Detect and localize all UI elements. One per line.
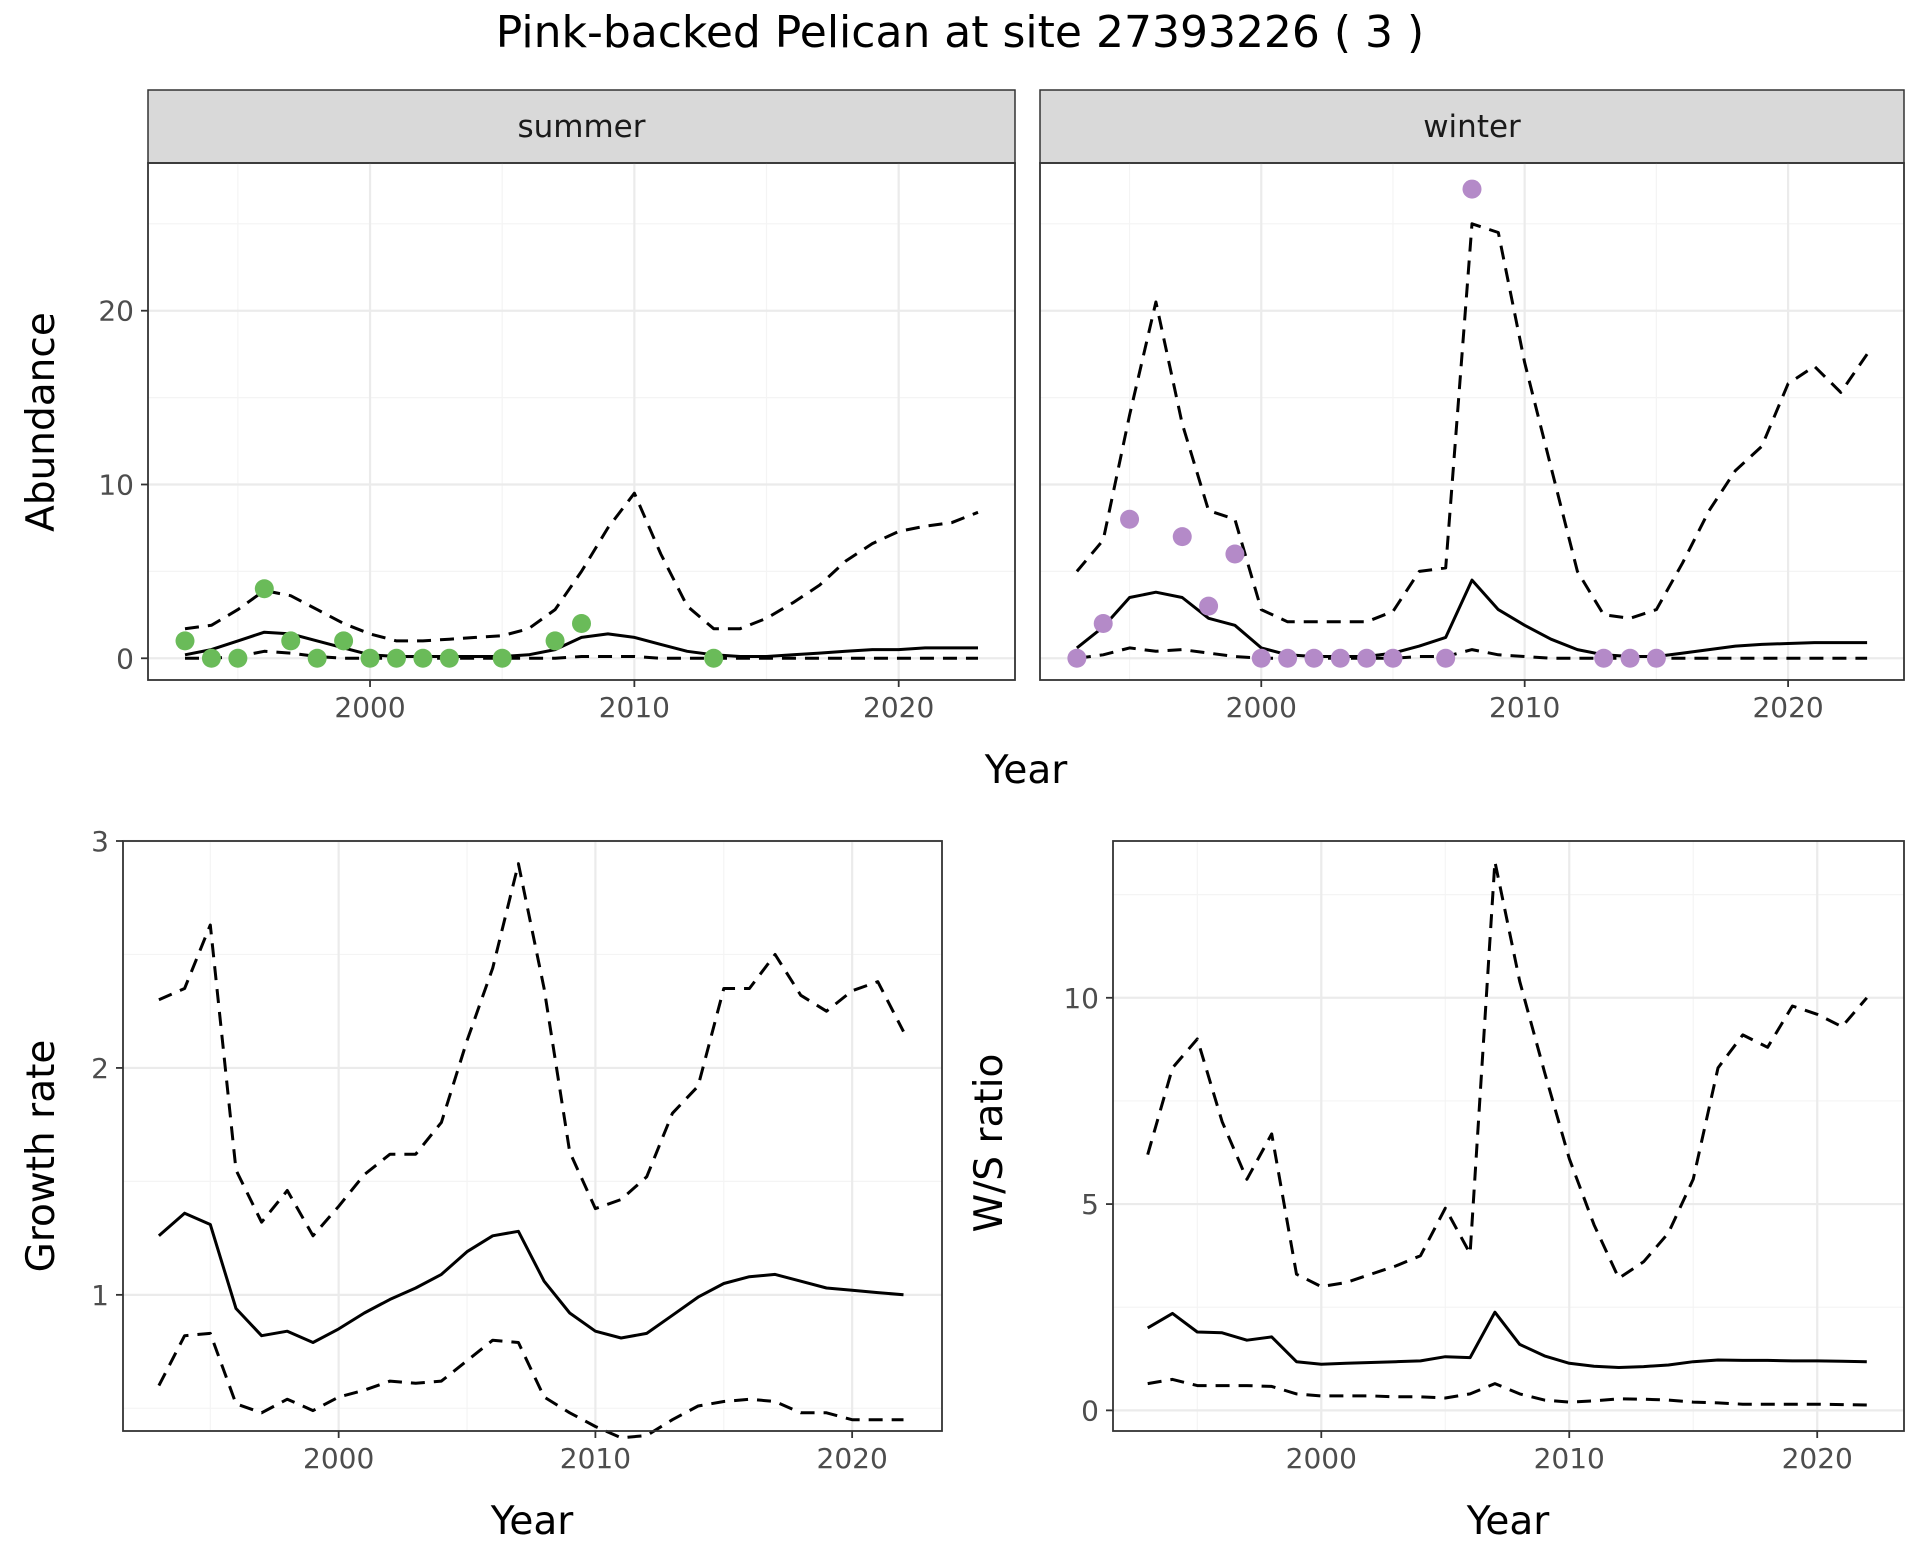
ws-lower-bound-line bbox=[1147, 1377, 1867, 1407]
summer-observed-point bbox=[439, 648, 459, 668]
summer-observed-point bbox=[307, 648, 327, 668]
winter-observed-point bbox=[1594, 648, 1614, 668]
figure-title: Pink-backed Pelican at site 27393226 ( 3… bbox=[496, 7, 1424, 58]
ws-ratio-panel: 2000 2010 2020 0 5 10 bbox=[1063, 840, 1905, 1475]
growth-lower-bound-line bbox=[157, 1331, 904, 1440]
winter-observed-point bbox=[1251, 648, 1271, 668]
summer-observed-point bbox=[492, 648, 512, 668]
winter-observed-point bbox=[1225, 544, 1245, 564]
summer-lower-bound-line bbox=[185, 649, 978, 660]
x-tick-label: 2010 bbox=[560, 1442, 631, 1475]
winter-observed-point bbox=[1093, 614, 1113, 634]
summer-estimate-line bbox=[184, 630, 978, 658]
summer-panel-border bbox=[147, 162, 1016, 681]
y-tick-label: 10 bbox=[1063, 982, 1099, 1015]
summer-observed-point bbox=[386, 648, 406, 668]
summer-observed-point bbox=[413, 648, 433, 668]
summer-abundance-panel: summer 2000 2010 2020 0 10 20 bbox=[98, 89, 1016, 724]
ws-estimate-line bbox=[1146, 1310, 1867, 1369]
top-x-axis-title: Year bbox=[984, 748, 1069, 793]
x-tick-label: 2000 bbox=[334, 691, 405, 724]
x-tick-label: 2000 bbox=[1286, 1442, 1357, 1475]
summer-strip-label: summer bbox=[517, 109, 645, 145]
winter-estimate-line bbox=[1075, 578, 1868, 658]
summer-observed-point bbox=[704, 648, 724, 668]
winter-upper-bound-line bbox=[1075, 222, 1869, 624]
winter-observed-point bbox=[1436, 648, 1456, 668]
ws-panel-border bbox=[1112, 840, 1905, 1432]
x-tick-label: 2010 bbox=[1489, 691, 1560, 724]
growth-panel-border bbox=[122, 840, 943, 1432]
winter-observed-point bbox=[1199, 596, 1219, 616]
x-tick-label: 2020 bbox=[1782, 1442, 1853, 1475]
x-tick-label: 2010 bbox=[599, 691, 670, 724]
summer-observed-point bbox=[228, 648, 248, 668]
top-y-axis-title: Abundance bbox=[19, 312, 64, 532]
growth-estimate-line bbox=[157, 1211, 904, 1344]
winter-observed-point bbox=[1330, 648, 1350, 668]
winter-strip-label: winter bbox=[1423, 109, 1521, 145]
winter-observed-point bbox=[1620, 648, 1640, 668]
winter-observed-point bbox=[1462, 179, 1482, 199]
y-tick-label: 1 bbox=[91, 1279, 109, 1312]
x-tick-label: 2020 bbox=[863, 691, 934, 724]
x-tick-label: 2000 bbox=[1226, 691, 1297, 724]
y-tick-label: 10 bbox=[98, 468, 134, 501]
growth-upper-bound-line bbox=[158, 862, 905, 1238]
summer-observed-point bbox=[201, 648, 221, 668]
y-tick-label: 3 bbox=[91, 825, 109, 858]
summer-observed-point bbox=[254, 579, 274, 599]
x-tick-label: 2020 bbox=[1752, 691, 1823, 724]
growth-rate-panel: 2000 2010 2020 1 2 3 bbox=[91, 825, 943, 1475]
growth-y-axis-title: Growth rate bbox=[19, 1040, 64, 1273]
summer-strip bbox=[147, 89, 1016, 164]
ws-y-axis-title: W/S ratio bbox=[967, 1054, 1012, 1233]
summer-observed-point bbox=[572, 614, 591, 634]
summer-observed-point bbox=[360, 648, 380, 668]
winter-panel-border bbox=[1039, 162, 1905, 681]
winter-abundance-panel: winter 2000 2010 2020 bbox=[1039, 89, 1905, 724]
growth-x-axis-title: Year bbox=[490, 1499, 575, 1544]
summer-observed-point bbox=[281, 631, 301, 651]
x-tick-label: 2000 bbox=[303, 1442, 374, 1475]
x-tick-label: 2020 bbox=[817, 1442, 888, 1475]
y-tick-label: 5 bbox=[1081, 1188, 1099, 1221]
x-tick-label: 2010 bbox=[1534, 1442, 1605, 1475]
ws-upper-bound-line bbox=[1146, 860, 1868, 1289]
winter-lower-bound-line bbox=[1076, 646, 1868, 660]
winter-observed-point bbox=[1357, 648, 1377, 668]
winter-observed-point bbox=[1383, 648, 1403, 668]
summer-observed-point bbox=[175, 631, 195, 651]
y-tick-label: 0 bbox=[116, 642, 134, 675]
winter-observed-point bbox=[1278, 648, 1298, 668]
winter-observed-point bbox=[1120, 509, 1140, 529]
winter-strip bbox=[1039, 89, 1905, 164]
ws-x-axis-title: Year bbox=[1466, 1499, 1551, 1544]
summer-observed-point bbox=[334, 631, 354, 651]
winter-observed-point bbox=[1067, 648, 1087, 668]
winter-observed-point bbox=[1646, 648, 1666, 668]
summer-observed-point bbox=[545, 631, 565, 651]
winter-observed-point bbox=[1304, 648, 1324, 668]
y-tick-label: 0 bbox=[1081, 1394, 1099, 1427]
winter-observed-point bbox=[1172, 527, 1192, 547]
y-tick-label: 20 bbox=[98, 295, 134, 328]
summer-upper-bound-line bbox=[184, 491, 979, 643]
y-tick-label: 2 bbox=[91, 1052, 109, 1085]
